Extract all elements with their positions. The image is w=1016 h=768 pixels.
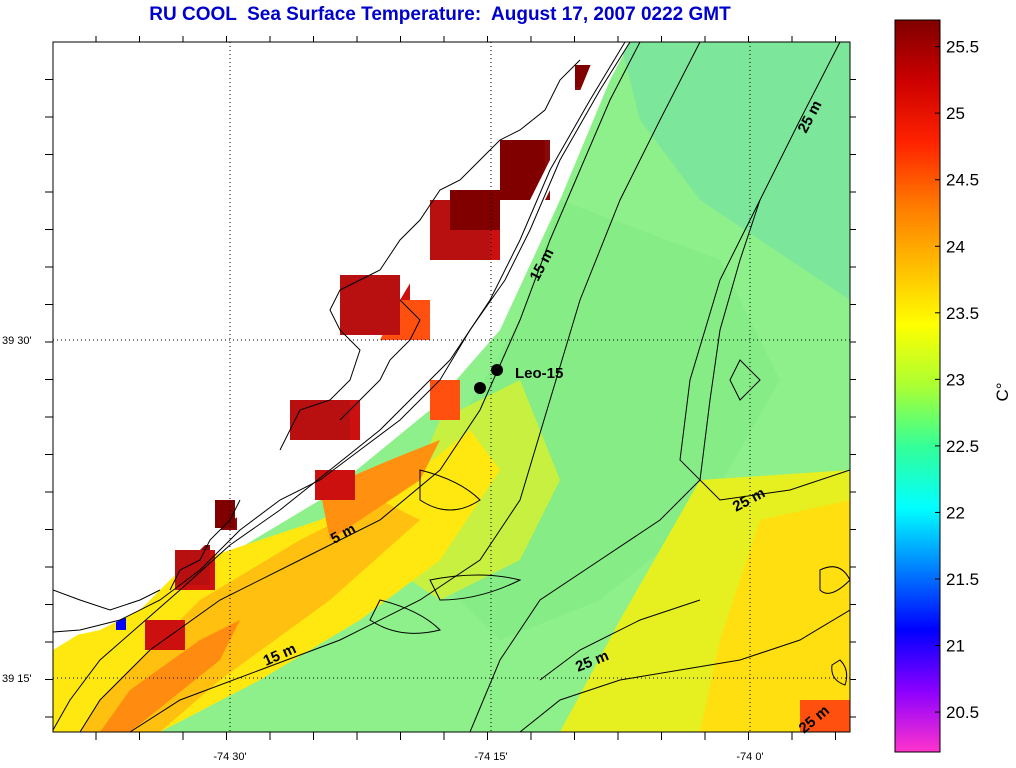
map-title: RU COOL Sea Surface Temperature: August … bbox=[149, 4, 731, 25]
colorbar bbox=[895, 20, 940, 752]
colorbar-unit-label: C° bbox=[993, 382, 1012, 401]
colorbar-frame bbox=[894, 19, 941, 753]
colorbar-tick-label: 23 bbox=[946, 370, 965, 389]
y-tick-label: 39 15' bbox=[2, 673, 32, 685]
x-tick-label: -74 15' bbox=[474, 751, 507, 763]
station-marker bbox=[491, 364, 503, 376]
colorbar-tick-label: 23.5 bbox=[946, 304, 979, 323]
colorbar-tick-label: 24.5 bbox=[946, 171, 979, 190]
map-frame bbox=[52, 41, 851, 733]
colorbar-tick-label: 22.5 bbox=[946, 437, 979, 456]
colorbar-tick-label: 21.5 bbox=[946, 570, 979, 589]
colorbar-ticks: 25.5 25 24.5 24 23.5 23 22.5 22 21.5 21 20.5 bbox=[935, 38, 979, 722]
colorbar-tick-label: 25.5 bbox=[946, 38, 979, 57]
colorbar-tick-label: 20.5 bbox=[946, 703, 979, 722]
station-label: Leo-15 bbox=[515, 365, 563, 382]
y-tick-label: 39 30' bbox=[2, 335, 32, 347]
colorbar-tick-label: 25 bbox=[946, 104, 965, 123]
station-marker bbox=[474, 382, 486, 394]
colorbar-tick-label: 24 bbox=[946, 237, 965, 256]
x-tick-label: -74 0' bbox=[736, 751, 763, 763]
sst-field bbox=[53, 42, 850, 732]
colorbar-tick-label: 22 bbox=[946, 503, 965, 522]
x-tick-label: -74 30' bbox=[213, 751, 246, 763]
colorbar-tick-label: 21 bbox=[946, 637, 965, 656]
